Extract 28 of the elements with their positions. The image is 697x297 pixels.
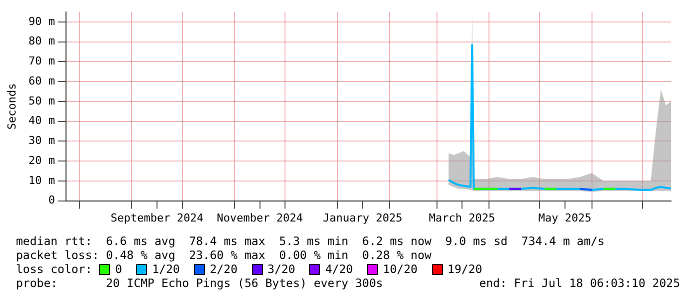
legend-label: 0	[115, 262, 122, 276]
y-tick-label: 0	[48, 194, 55, 207]
x-tick-label: March 2025	[428, 211, 496, 224]
x-tick-label: January 2025	[322, 211, 402, 224]
y-tick-label: 40 m	[28, 114, 56, 128]
legend-label: 2/20	[210, 262, 238, 276]
y-tick-label: 80 m	[28, 34, 56, 48]
x-tick-label: May 2025	[538, 211, 592, 224]
y-tick-label: 50 m	[28, 94, 56, 108]
text: probe: 20 ICMP Echo Pings (56 Bytes) every 300s	[16, 276, 383, 290]
text: packet loss: 0.48 % avg 23.60 % max 0.00 % min 0.28 % now	[16, 248, 432, 262]
legend-label: 10/20	[382, 262, 418, 276]
y-tick-label: 20 m	[28, 154, 56, 167]
y-tick-label: 60 m	[28, 74, 56, 88]
x-tick-label: September 2024	[110, 211, 204, 224]
legend-label: 4/20	[325, 262, 353, 276]
text: end: Fri Jul 18 06:03:10 2025	[479, 276, 680, 290]
legend-title: loss color:	[16, 262, 92, 276]
legend-label: 19/20	[448, 262, 482, 276]
y-tick-label: 10 m	[28, 174, 56, 187]
legend-label: 1/20	[152, 262, 180, 276]
y-tick-label: 90 m	[28, 14, 56, 28]
x-tick-label: November 2024	[216, 211, 304, 224]
y-tick-label: 70 m	[28, 54, 56, 68]
text: median rtt: 6.6 ms avg 78.4 ms max 5.3 ms min 6.2 ms now 9.0 ms sd 734.4 m am/s	[16, 234, 605, 248]
y-axis-title: Seconds	[5, 83, 18, 130]
legend-label: 3/20	[268, 262, 296, 276]
y-tick-label: 30 m	[28, 134, 56, 148]
